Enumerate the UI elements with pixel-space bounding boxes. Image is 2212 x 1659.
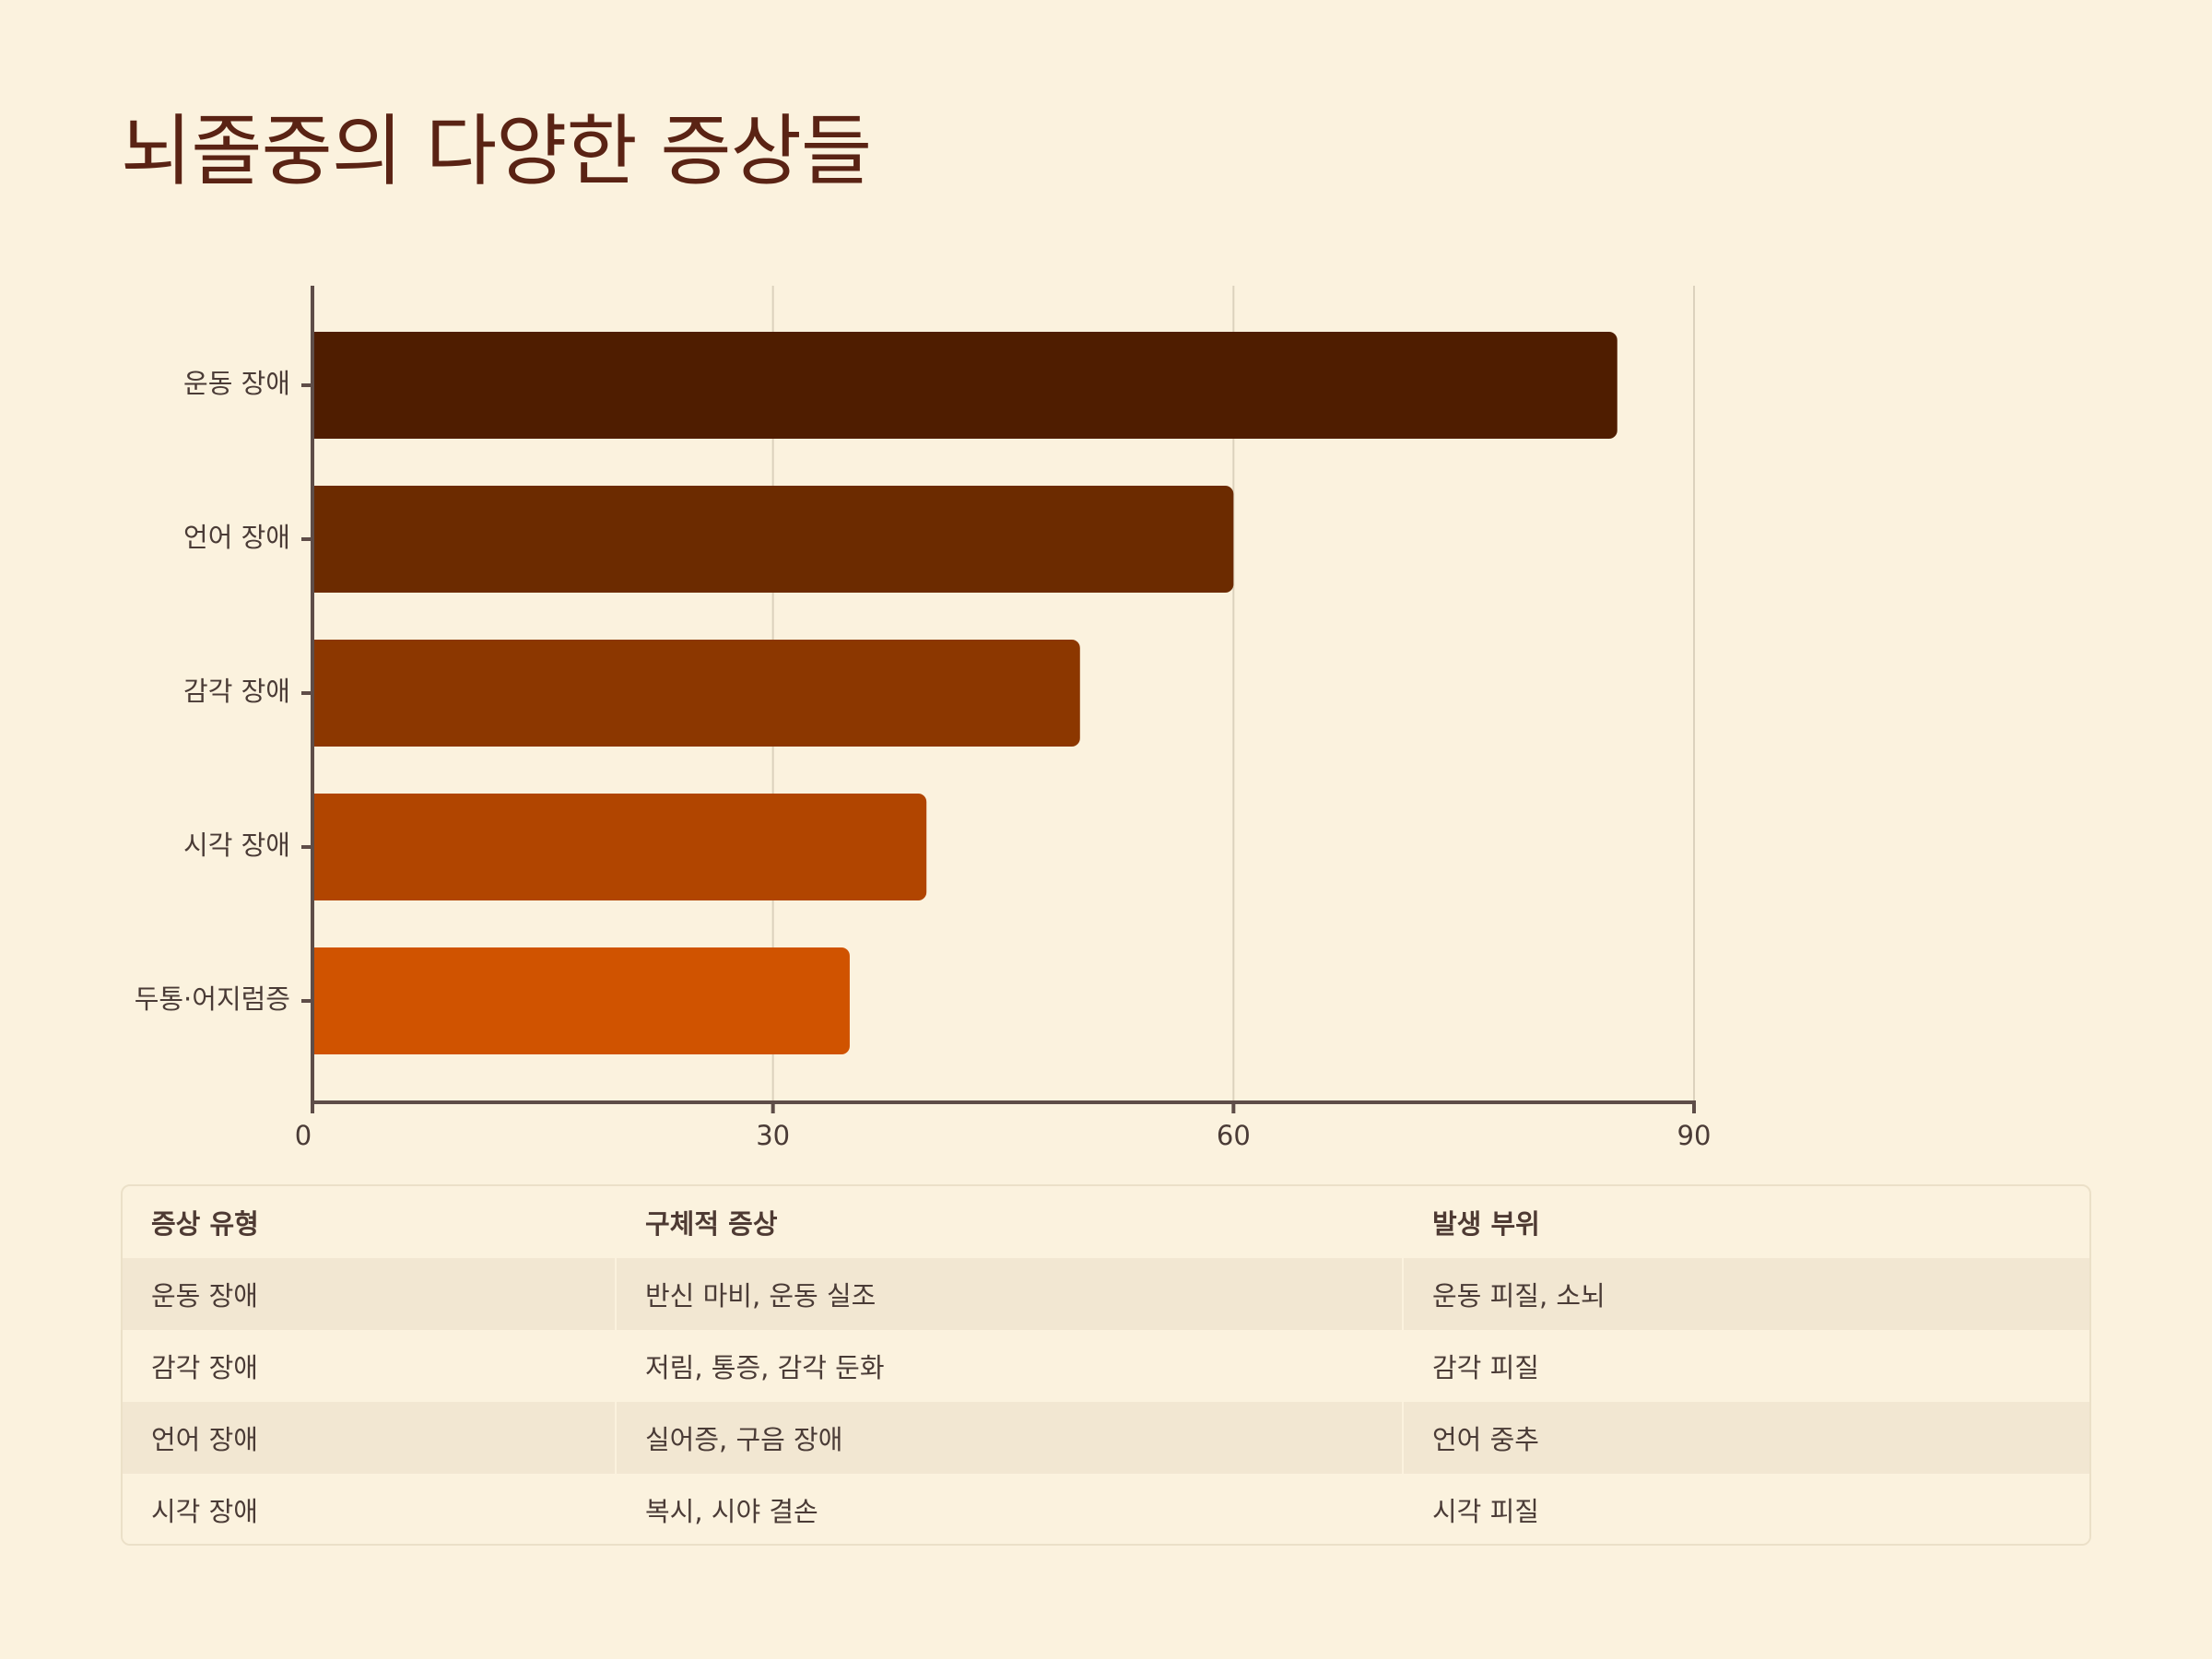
table-cell: 운동 피질, 소뇌 bbox=[1402, 1258, 2089, 1330]
table-cell: 운동 장애 bbox=[123, 1258, 616, 1330]
x-tick-label: 60 bbox=[1217, 1120, 1251, 1151]
table-row: 운동 장애 반신 마비, 운동 실조 운동 피질, 소뇌 bbox=[123, 1258, 2089, 1330]
y-tick-label: 시각 장애 bbox=[183, 830, 290, 861]
symptom-table: 증상 유형 구체적 증상 발생 부위 운동 장애 반신 마비, 운동 실조 운동… bbox=[121, 1184, 2091, 1546]
y-tick-label: 언어 장애 bbox=[183, 522, 290, 553]
header-symptom-type: 증상 유형 bbox=[151, 1208, 259, 1240]
table-cell: 실어증, 구음 장애 bbox=[615, 1402, 1403, 1474]
bar bbox=[312, 947, 850, 1054]
table-header-row: 증상 유형 구체적 증상 발생 부위 bbox=[123, 1186, 2089, 1258]
bar bbox=[312, 640, 1080, 747]
bars bbox=[312, 332, 1618, 1054]
x-tick-label: 0 bbox=[295, 1120, 312, 1151]
bar-base bbox=[312, 947, 324, 1054]
table-cell: 반신 마비, 운동 실조 bbox=[615, 1258, 1403, 1330]
page-title: 뇌졸중의 다양한 증상들 bbox=[121, 106, 872, 196]
bar bbox=[312, 332, 1618, 439]
table-row: 시각 장애 복시, 시야 결손 시각 피질 bbox=[123, 1474, 2089, 1544]
header-specific-symptoms: 구체적 증상 bbox=[615, 1186, 1403, 1258]
axes bbox=[301, 286, 1696, 1113]
table-row: 언어 장애 실어증, 구음 장애 언어 중추 bbox=[123, 1402, 2089, 1474]
y-tick-label: 감각 장애 bbox=[183, 676, 290, 707]
x-tick-label: 30 bbox=[756, 1120, 790, 1151]
bar bbox=[312, 794, 927, 900]
bar-base bbox=[312, 486, 324, 593]
bar-base bbox=[312, 640, 324, 747]
x-tick-label: 90 bbox=[1677, 1120, 1712, 1151]
y-tick-label: 운동 장애 bbox=[183, 368, 290, 399]
y-tick-label: 두통·어지럼증 bbox=[135, 983, 290, 1015]
table-cell: 언어 중추 bbox=[1402, 1402, 2089, 1474]
table-cell: 시각 피질 bbox=[1402, 1474, 2089, 1544]
bar-base bbox=[312, 332, 324, 439]
bar-base bbox=[312, 794, 324, 900]
table-cell: 언어 장애 bbox=[123, 1402, 616, 1474]
header-affected-area: 발생 부위 bbox=[1402, 1186, 2089, 1258]
table-cell: 감각 장애 bbox=[123, 1330, 616, 1402]
table-row: 감각 장애 저림, 통증, 감각 둔화 감각 피질 bbox=[123, 1330, 2089, 1402]
table-cell: 복시, 시야 결손 bbox=[615, 1474, 1403, 1544]
table-cell: 저림, 통증, 감각 둔화 bbox=[615, 1330, 1403, 1402]
table-cell: 시각 장애 bbox=[123, 1474, 616, 1544]
bar bbox=[312, 486, 1234, 593]
table-cell: 감각 피질 bbox=[1402, 1330, 2089, 1402]
